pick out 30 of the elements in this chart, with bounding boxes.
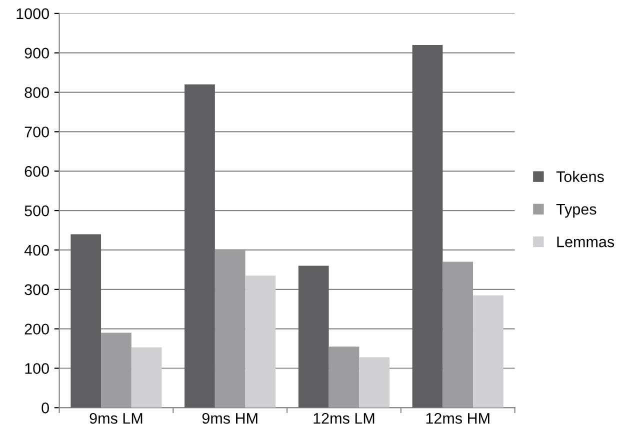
x-tick-label: 12ms LM <box>314 412 374 424</box>
y-tick-label: 400 <box>24 244 49 256</box>
y-tick-label: 300 <box>24 284 49 296</box>
y-tick-label: 700 <box>24 126 49 138</box>
bar <box>473 295 504 408</box>
bar <box>70 234 102 408</box>
x-tick-label: 9ms LM <box>90 412 142 424</box>
legend-label: Lemmas <box>557 236 614 248</box>
legend-label: Tokens <box>556 170 604 182</box>
bar <box>412 44 443 408</box>
y-tick-label: 1000 <box>16 8 49 20</box>
bar <box>131 347 162 408</box>
bar <box>245 276 276 408</box>
x-tick-label: 12ms HM <box>426 412 490 424</box>
bar <box>214 249 246 408</box>
bar <box>442 262 474 408</box>
y-tick-label: 200 <box>24 324 49 335</box>
bar <box>298 266 329 408</box>
y-tick-label: 100 <box>25 363 49 374</box>
y-tick-label: 600 <box>24 166 49 177</box>
bar <box>359 357 390 408</box>
y-tick-label: 0 <box>42 402 49 414</box>
y-tick-label: 500 <box>24 205 49 216</box>
x-tick-label: 9ms HM <box>202 412 258 424</box>
y-tick-label: 900 <box>24 48 49 59</box>
bar <box>328 346 360 408</box>
legend-label: Types <box>556 204 596 218</box>
bar <box>184 84 215 408</box>
bar <box>101 332 132 408</box>
y-tick-label: 800 <box>24 87 49 98</box>
